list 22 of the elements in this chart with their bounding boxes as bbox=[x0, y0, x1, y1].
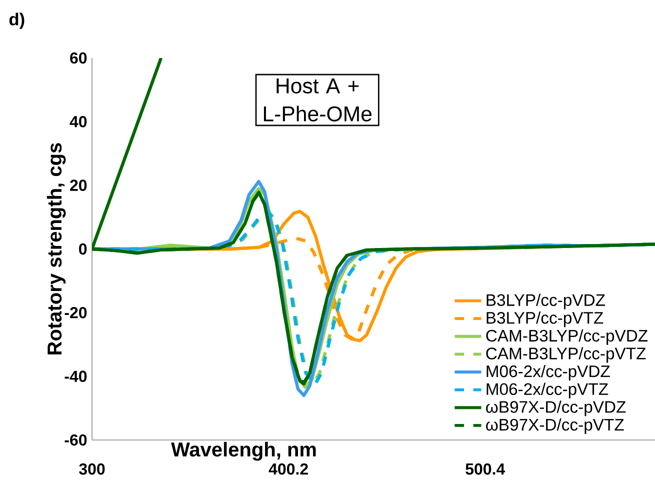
x-tick-label: 500.4 bbox=[466, 463, 506, 475]
y-tick-label: 60 bbox=[70, 52, 87, 64]
legend-label: M06-2x/cc-pVTZ bbox=[486, 382, 608, 398]
annotation: Host A + L-Phe-OMe bbox=[264, 78, 372, 122]
y-tick-label: -60 bbox=[64, 434, 87, 446]
x-tick-label: 400.2 bbox=[268, 463, 308, 475]
legend-label: CAM-B3LYP/cc-pVTZ bbox=[486, 347, 646, 363]
y-tick-label: 20 bbox=[70, 180, 87, 191]
y-tick-label: 0 bbox=[79, 243, 87, 255]
legend-label: ωB97X-D/cc-pVTZ bbox=[486, 418, 624, 434]
legend-label: B3LYP/cc-pVTZ bbox=[486, 312, 604, 328]
x-axis-title: Wavelengh, nm bbox=[171, 442, 316, 461]
y-tick-label: 40 bbox=[70, 116, 87, 128]
legend-label: M06-2x/cc-pVDZ bbox=[486, 364, 610, 381]
legend-label: ωB97X-D/cc-pVDZ bbox=[486, 400, 626, 416]
y-tick-label: -40 bbox=[64, 370, 87, 382]
x-tick-label: 300 bbox=[79, 463, 105, 475]
y-axis-title: Rotatory strength, cgs bbox=[46, 143, 66, 354]
text: d) bbox=[9, 12, 24, 29]
y-tick-label: -20 bbox=[64, 307, 87, 318]
legend-label: B3LYP/cc-pVDZ bbox=[486, 294, 605, 310]
legend-label: CAM-B3LYP/cc-pVDZ bbox=[486, 329, 648, 345]
